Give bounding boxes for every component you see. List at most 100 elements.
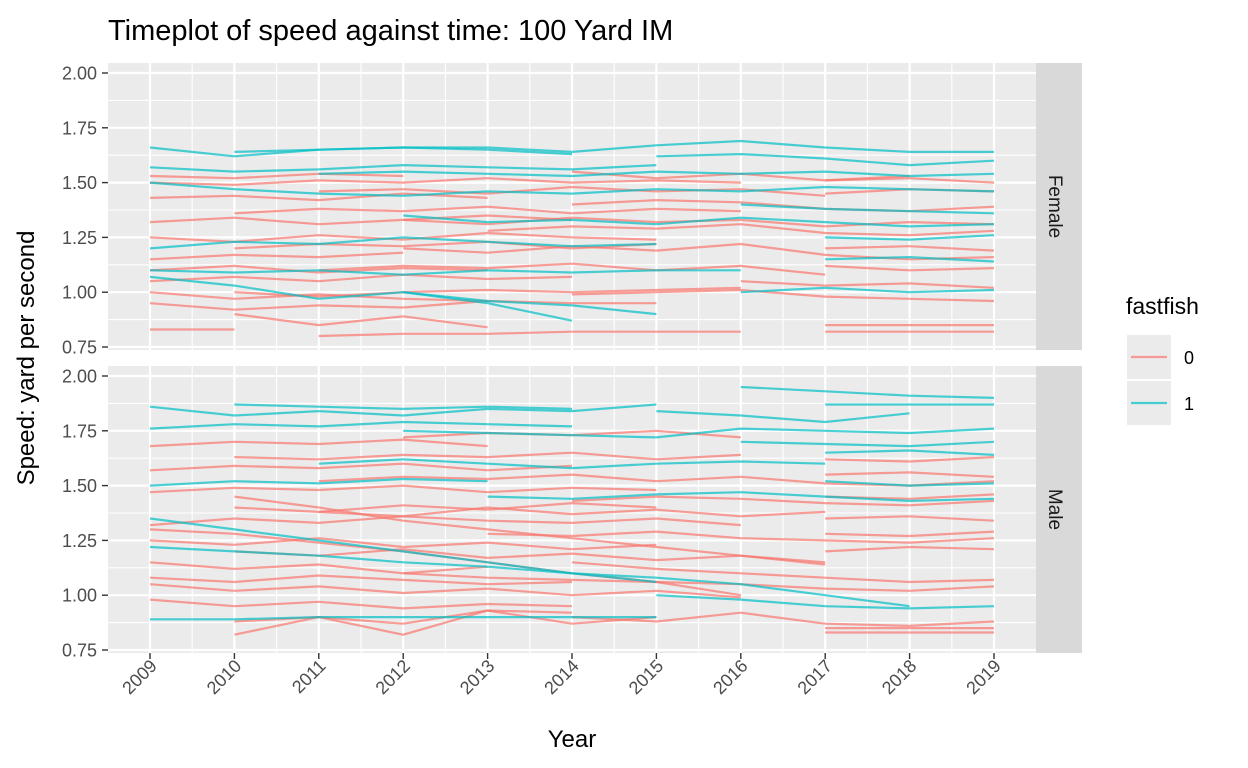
panel-female: Female 0.75 1.00 1.25 1.50 1.75 2.00 <box>62 63 1082 358</box>
y-tick-label: 1.50 <box>62 173 97 193</box>
series-line-fastfish-0 <box>571 561 995 584</box>
series-line-fastfish-1 <box>740 385 995 399</box>
series-line-fastfish-1 <box>149 545 657 584</box>
series-line-fastfish-0 <box>149 177 741 186</box>
series-line-fastfish-0 <box>825 530 995 538</box>
series-line-fastfish-0 <box>825 471 995 478</box>
y-axis-title: Speed: yard per second <box>13 231 40 486</box>
y-tick-label: 1.00 <box>62 283 97 303</box>
y-tick-label: 1.00 <box>62 586 97 606</box>
x-tick-label: 2013 <box>456 656 498 698</box>
series-line-fastfish-1 <box>149 517 910 608</box>
series-line-fastfish-0 <box>825 220 995 228</box>
series-line-fastfish-0 <box>571 611 995 628</box>
series-line-fastfish-0 <box>234 286 741 298</box>
x-tick-label: 2011 <box>288 656 330 698</box>
series-line-fastfish-0 <box>403 572 995 592</box>
series-line-fastfish-0 <box>234 501 657 514</box>
series-line-fastfish-0 <box>318 185 826 197</box>
series-line-fastfish-1 <box>656 410 910 424</box>
series-line-fastfish-1 <box>318 458 826 470</box>
series-line-fastfish-0 <box>825 264 995 272</box>
series-line-fastfish-1 <box>403 291 657 316</box>
series-line-fastfish-1 <box>149 420 573 430</box>
x-tick-label: 2009 <box>118 656 160 698</box>
series-line-fastfish-1 <box>234 403 573 411</box>
series-line-fastfish-0 <box>149 515 741 527</box>
x-tick-label: 2019 <box>962 656 1004 698</box>
y-tick-label: 2.00 <box>62 64 97 84</box>
series-line-fastfish-0 <box>825 545 995 553</box>
series-line-fastfish-1 <box>403 214 995 228</box>
series-line-fastfish-1 <box>571 185 995 195</box>
series-line-fastfish-1 <box>656 152 995 167</box>
series-line-fastfish-0 <box>825 456 995 463</box>
series-line-fastfish-1 <box>318 170 995 178</box>
series-line-fastfish-0 <box>149 574 573 586</box>
series-line-fastfish-0 <box>149 172 404 180</box>
series-line-fastfish-1 <box>149 269 741 276</box>
series-line-fastfish-0 <box>487 223 995 237</box>
series-line-fastfish-0 <box>149 299 488 311</box>
y-tick-label: 1.75 <box>62 421 97 441</box>
series-line-fastfish-0 <box>149 264 488 274</box>
series-line-fastfish-1 <box>740 203 995 215</box>
panel-male-grid <box>108 366 1036 653</box>
series-line-fastfish-0 <box>318 330 741 338</box>
series-line-fastfish-0 <box>149 438 488 448</box>
y-tick-label: 1.25 <box>62 228 97 248</box>
series-line-fastfish-0 <box>149 214 573 226</box>
series-line-fastfish-1 <box>149 275 573 322</box>
legend-label-0: 0 <box>1184 348 1194 368</box>
series-line-fastfish-1 <box>149 477 488 487</box>
series-line-fastfish-1 <box>740 440 995 448</box>
series-line-fastfish-1 <box>149 403 657 417</box>
panel-male: Male 0.75 1.00 1.25 1.50 1.75 2.00 <box>62 366 1082 661</box>
x-tick-label: 2015 <box>625 656 667 698</box>
series-line-fastfish-0 <box>318 506 826 518</box>
y-tick-label: 1.75 <box>62 118 97 138</box>
series-line-fastfish-1 <box>150 615 657 621</box>
series-line-fastfish-0 <box>234 609 657 636</box>
series-line-fastfish-0 <box>149 251 404 261</box>
chart-title: Timeplot of speed against time: 100 Yard… <box>108 15 673 47</box>
legend: fastfish 01 <box>1126 293 1199 425</box>
series-line-fastfish-0 <box>149 561 488 575</box>
x-tick-label: 2014 <box>540 656 582 698</box>
strip-female <box>1036 63 1082 350</box>
legend-label-1: 1 <box>1184 394 1194 414</box>
y-tick-label: 1.50 <box>62 476 97 496</box>
series-line-fastfish-1 <box>740 286 995 294</box>
series-line-fastfish-1 <box>825 234 995 241</box>
y-tick-label: 1.25 <box>62 531 97 551</box>
series-line-fastfish-1 <box>825 449 995 456</box>
x-tick-label: 2018 <box>878 656 920 698</box>
strip-label-male: Male <box>1044 489 1065 530</box>
x-tick-label: 2010 <box>203 656 245 698</box>
series-line-fastfish-1 <box>149 163 657 173</box>
series-line-fastfish-0 <box>149 462 573 472</box>
series-line-fastfish-1 <box>149 181 573 197</box>
y-tick-label: 2.00 <box>62 367 97 387</box>
panel-female-series <box>149 139 995 338</box>
series-line-fastfish-0 <box>487 530 995 544</box>
x-tick-label: 2017 <box>794 656 836 698</box>
legend-items: 01 <box>1127 335 1194 425</box>
series-line-fastfish-0 <box>234 451 741 461</box>
series-line-fastfish-0 <box>825 515 995 522</box>
panel-male-series <box>149 385 995 636</box>
series-line-fastfish-0 <box>403 216 826 228</box>
series-line-fastfish-0 <box>825 245 995 252</box>
strip-label-female: Female <box>1044 175 1065 238</box>
series-line-fastfish-0 <box>234 548 826 564</box>
x-axis-title: Year <box>548 726 597 753</box>
y-tick-label: 0.75 <box>62 641 97 661</box>
series-line-fastfish-0 <box>318 262 826 276</box>
x-tick-label: 2016 <box>709 656 751 698</box>
series-line-fastfish-0 <box>234 205 741 215</box>
series-line-fastfish-0 <box>234 313 488 329</box>
series-line-fastfish-1 <box>825 480 995 487</box>
y-tick-label: 0.75 <box>62 338 97 358</box>
series-line-fastfish-1 <box>487 491 995 503</box>
